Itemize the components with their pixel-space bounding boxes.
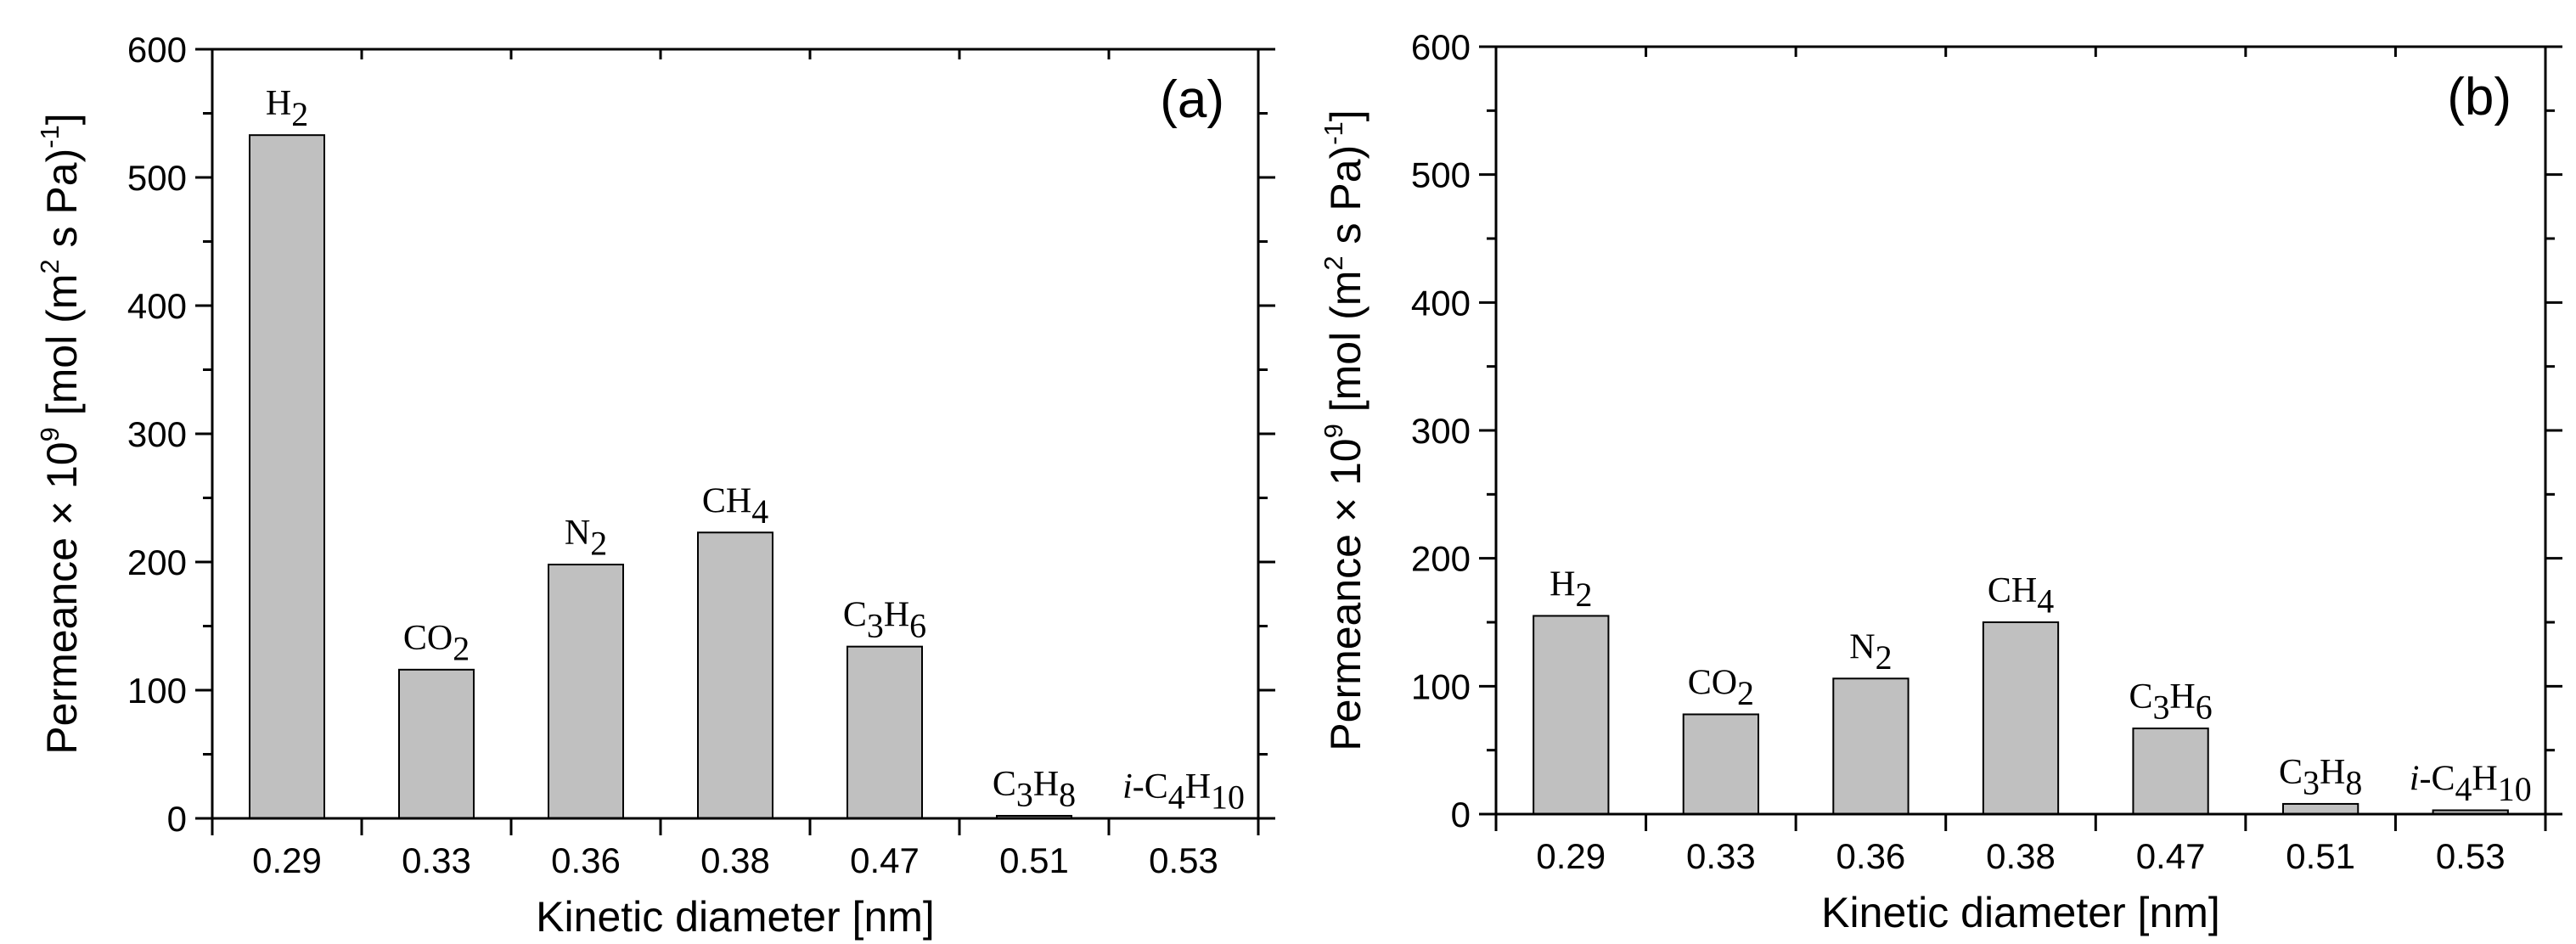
y-tick-label: 100 [127,671,187,711]
y-tick-label: 0 [1451,795,1471,834]
y-tick-label: 400 [127,286,187,326]
bar [398,668,475,820]
panel-label: (a) [1160,70,1224,129]
x-tick-label: 0.33 [402,840,471,880]
x-tick-label: 0.36 [1836,836,1906,876]
bar [846,645,923,819]
bar-gas-label: C3H8 [2279,753,2362,802]
bar-gas-label: N2 [565,514,607,563]
bar-gas-label: C3H6 [843,596,926,645]
x-axis-label: Kinetic diameter [nm] [536,893,935,941]
bar [697,531,773,820]
x-tick-label: 0.33 [1686,836,1756,876]
x-tick-label: 0.36 [551,840,621,880]
y-axis-label: Permeance × 109​ [mol (m2​ s Pa)-1​] [1319,110,1370,750]
bar [1533,615,1610,816]
y-tick-label: 100 [1411,666,1471,706]
y-tick-label: 600 [1411,27,1471,67]
x-tick-label: 0.47 [2136,836,2206,876]
x-tick-label: 0.29 [252,840,322,880]
bar [1682,713,1759,815]
x-tick-label: 0.47 [850,840,920,880]
y-tick-label: 400 [1411,283,1471,323]
bar-gas-label: N2 [1849,627,1892,677]
y-tick-label: 0 [167,799,187,839]
bar [1832,677,1910,815]
y-tick-label: 500 [127,158,187,198]
bar-gas-label: H2 [1550,565,1592,614]
x-tick-label: 0.29 [1536,836,1606,876]
x-tick-label: 0.51 [2286,836,2355,876]
x-tick-label: 0.53 [2436,836,2506,876]
bar-gas-label: CH4 [702,481,768,531]
bar-gas-label: C3H8 [993,765,1076,814]
y-tick-label: 300 [1411,411,1471,451]
y-tick-label: 500 [1411,155,1471,195]
x-tick-label: 0.38 [700,840,770,880]
x-tick-label: 0.53 [1149,840,1218,880]
bar [2282,802,2359,815]
bar-gas-label: CO2 [403,619,470,668]
bar [2132,728,2209,816]
bar-gas-label: i-C4H10 [2410,759,2532,808]
x-tick-label: 0.51 [999,840,1069,880]
y-tick-label: 300 [127,414,187,454]
x-axis-label: Kinetic diameter [nm] [1821,889,2220,936]
x-tick-label: 0.38 [1986,836,2056,876]
bar [249,134,325,820]
chart-panel-a: H2 CO2 N2 CH4 C3H6 C3H8 i-C4H10 0 100 200 300 400 50… [35,30,1275,941]
y-axis-label: Permeance × 109​ [mol (m2​ s Pa)-1​] [35,113,86,754]
y-tick-label: 600 [127,30,187,70]
panel-label: (b) [2447,68,2511,126]
bar [548,564,624,820]
bar-gas-label: i-C4H10 [1122,767,1245,817]
bar-gas-label: H2 [266,84,308,133]
chart-panel-b: H2 CO2 N2 CH4 C3H6 C3H8 i-C4H10 0 100 200 300 400 50… [1319,27,2562,936]
bar-gas-label: C3H6 [2129,677,2212,727]
y-tick-label: 200 [1411,539,1471,579]
y-tick-label: 200 [127,542,187,582]
bar-gas-label: CO2 [1688,663,1754,712]
bar [1982,621,2060,815]
bar-gas-label: CH4 [1988,571,2054,621]
